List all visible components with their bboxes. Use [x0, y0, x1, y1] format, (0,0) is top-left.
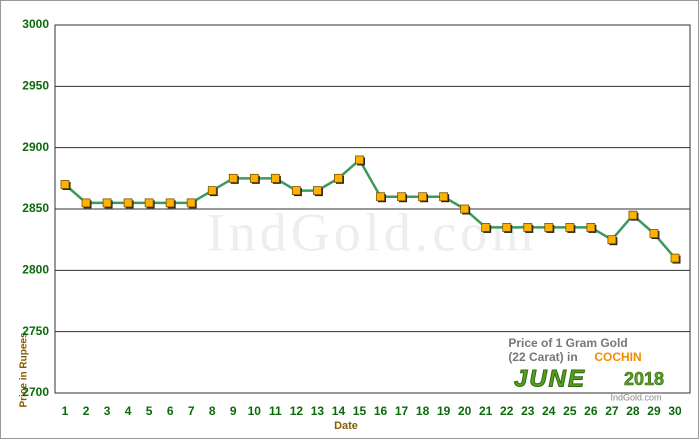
marker — [165, 198, 175, 208]
marker — [313, 186, 322, 196]
marker — [291, 186, 301, 196]
marker — [670, 253, 680, 263]
marker — [439, 192, 449, 202]
marker — [397, 192, 406, 202]
x-tick-label: 5 — [146, 404, 153, 418]
x-tick-label: 27 — [605, 404, 619, 418]
marker — [523, 222, 533, 232]
x-tick-label: 9 — [230, 404, 237, 418]
marker — [270, 173, 280, 183]
y-axis-title: Price in Rupees — [19, 332, 30, 407]
marker — [228, 173, 238, 183]
y-tick-label: 2900 — [22, 140, 49, 154]
y-tick-label: 2950 — [22, 79, 49, 93]
x-tick-label: 24 — [542, 404, 556, 418]
annotation-line1: Price of 1 Gram Gold — [508, 336, 627, 350]
marker — [102, 198, 112, 208]
marker — [544, 222, 554, 232]
x-tick-label: 17 — [395, 404, 409, 418]
marker — [565, 222, 575, 232]
marker — [144, 198, 154, 208]
marker — [586, 222, 596, 232]
x-tick-label: 12 — [290, 404, 304, 418]
x-tick-label: 26 — [584, 404, 598, 418]
marker — [460, 204, 470, 214]
marker — [376, 192, 385, 202]
annotation-city: COCHIN — [594, 350, 641, 364]
x-tick-label: 8 — [209, 404, 216, 418]
watermark: IndGold.com — [207, 202, 537, 262]
marker — [355, 155, 364, 165]
marker — [81, 198, 91, 208]
x-tick-label: 15 — [353, 404, 367, 418]
x-tick-label: 7 — [188, 404, 195, 418]
annotation-month: JUNE — [514, 365, 586, 392]
x-tick-label: 30 — [668, 404, 682, 418]
y-tick-label: 2800 — [22, 263, 49, 277]
y-tick-label: 2750 — [22, 324, 49, 338]
annotation-site: IndGold.com — [610, 392, 661, 402]
x-tick-label: 29 — [647, 404, 661, 418]
x-tick-label: 1 — [62, 404, 69, 418]
marker — [628, 210, 638, 220]
x-tick-label: 22 — [500, 404, 514, 418]
annotation: Price of 1 Gram Gold (22 Carat) in COCHI… — [508, 336, 664, 402]
x-tick-label: 28 — [626, 404, 640, 418]
marker — [607, 235, 617, 245]
y-tick-label: 3000 — [22, 17, 49, 31]
annotation-year: 2018 — [624, 369, 664, 389]
marker — [418, 192, 427, 202]
marker — [207, 186, 217, 196]
y-tick-label: 2850 — [22, 201, 49, 215]
x-tick-label: 4 — [125, 404, 132, 418]
x-tick-label: 3 — [104, 404, 111, 418]
x-axis-title: Date — [334, 420, 358, 432]
marker — [186, 198, 196, 208]
plot-frame — [54, 24, 691, 394]
x-tick-label: 13 — [311, 404, 325, 418]
x-tick-label: 2 — [83, 404, 90, 418]
x-tick-label: 14 — [332, 404, 346, 418]
x-tick-label: 11 — [269, 404, 282, 418]
marker — [249, 173, 259, 183]
marker — [123, 198, 133, 208]
x-tick-label: 10 — [248, 404, 262, 418]
marker — [481, 222, 491, 232]
x-tick-label: 16 — [374, 404, 388, 418]
x-tick-label: 19 — [437, 404, 451, 418]
marker — [502, 222, 512, 232]
y-tick-label: 2700 — [22, 385, 49, 399]
x-tick-label: 6 — [167, 404, 174, 418]
x-tick-label: 21 — [479, 404, 493, 418]
marker — [60, 180, 70, 189]
marker — [334, 173, 343, 183]
x-tick-label: 23 — [521, 404, 535, 418]
annotation-line2: (22 Carat) in — [508, 350, 577, 364]
x-tick-label: 25 — [563, 404, 577, 418]
marker — [649, 229, 659, 238]
x-tick-label: 18 — [416, 404, 430, 418]
x-tick-label: 20 — [458, 404, 472, 418]
